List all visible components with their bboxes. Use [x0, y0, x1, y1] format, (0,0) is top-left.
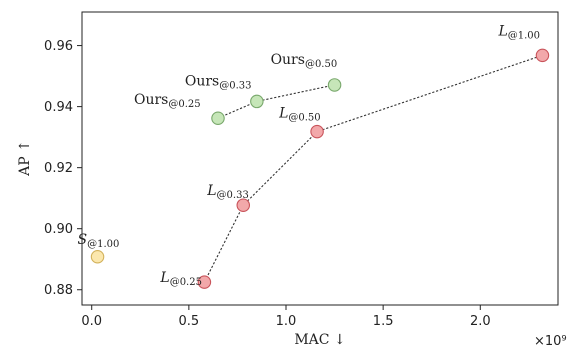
point-label-subscript: @1.00 [87, 239, 119, 250]
y-axis-label: AP ↑ [17, 140, 33, 177]
x-tick-label: 1.0 [276, 314, 297, 329]
point-label: S@1.00 [78, 232, 120, 250]
point-label-base: Ours [134, 92, 168, 108]
x-tick-label: 0.0 [81, 314, 102, 329]
y-tick-label: 0.94 [44, 100, 73, 115]
x-tick-label: 2.0 [470, 314, 491, 329]
series-line-1 [217, 84, 335, 119]
point-label-subscript: @0.50 [288, 113, 320, 124]
point-label-base: Ours [271, 52, 305, 68]
point-label-subscript: @0.25 [170, 277, 202, 288]
point-label-base: S [78, 232, 88, 248]
y-tick-label: 0.88 [44, 283, 73, 298]
data-point [197, 275, 212, 289]
point-label-subscript: @0.50 [305, 59, 337, 70]
point-labels: L@0.25L@0.33L@0.50L@1.00Ours@0.25Ours@0.… [78, 23, 540, 288]
point-label: Ours@0.25 [134, 92, 201, 110]
data-point [211, 111, 225, 125]
y-axis-ticks: 0.88 0.90 0.92 0.94 0.96 [44, 39, 82, 298]
x-axis-scale-label: ×10⁹ [534, 334, 567, 349]
data-point [90, 250, 105, 264]
point-label-subscript: @0.25 [168, 99, 200, 110]
point-label-base: L [206, 183, 216, 199]
point-label: L@0.50 [278, 106, 321, 124]
data-point [535, 48, 550, 63]
x-axis-ticks: 0.0 0.5 1.0 1.5 2.0 [81, 305, 491, 329]
point-label: Ours@0.50 [271, 52, 338, 70]
y-tick-label: 0.96 [44, 39, 73, 54]
point-label-subscript: @1.00 [508, 30, 540, 41]
data-point [236, 198, 251, 212]
point-label-base: L [159, 270, 169, 286]
point-label-subscript: @0.33 [217, 190, 249, 201]
series-line-0 [203, 54, 543, 283]
series-lines [203, 54, 543, 283]
point-label: L@1.00 [497, 23, 540, 41]
plot-area [81, 11, 559, 306]
x-tick-label: 1.5 [373, 314, 394, 329]
y-tick-label: 0.92 [44, 161, 73, 176]
data-point [250, 94, 264, 109]
point-label-base: L [278, 106, 288, 122]
data-point [310, 124, 324, 139]
y-tick-label: 0.90 [44, 222, 73, 237]
point-label-subscript: @0.33 [219, 80, 251, 91]
point-label: Ours@0.33 [185, 73, 252, 91]
data-point [327, 78, 342, 92]
x-tick-label: 0.5 [179, 314, 200, 329]
point-label: L@0.33 [206, 183, 249, 201]
data-points [90, 48, 550, 289]
point-label-base: Ours [185, 73, 219, 89]
point-label: L@0.25 [159, 270, 202, 288]
x-axis-label: MAC ↓ [294, 332, 345, 348]
point-label-base: L [497, 23, 507, 39]
